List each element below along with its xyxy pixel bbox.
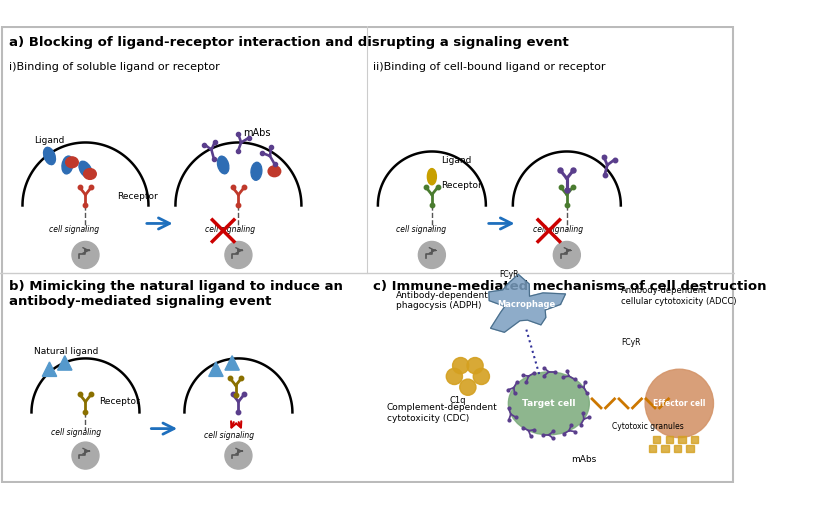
Ellipse shape bbox=[79, 161, 92, 178]
Circle shape bbox=[72, 241, 99, 268]
Bar bbox=[678, 436, 685, 443]
Circle shape bbox=[460, 379, 476, 395]
Circle shape bbox=[473, 369, 489, 384]
Circle shape bbox=[446, 369, 462, 384]
Ellipse shape bbox=[427, 168, 436, 185]
Text: Antibody-dependent
phagocysis (ADPH): Antibody-dependent phagocysis (ADPH) bbox=[396, 291, 489, 310]
Ellipse shape bbox=[62, 156, 73, 174]
Text: Antibody-dependent
cellular cytotoxicity (ADCC): Antibody-dependent cellular cytotoxicity… bbox=[621, 287, 736, 306]
Bar bbox=[649, 445, 656, 452]
Text: Cytotoxic granules: Cytotoxic granules bbox=[612, 421, 684, 431]
Text: mAbs: mAbs bbox=[243, 128, 270, 138]
Text: cell signaling: cell signaling bbox=[50, 225, 100, 235]
Text: Receptor: Receptor bbox=[441, 181, 481, 190]
Text: cell signaling: cell signaling bbox=[51, 428, 101, 437]
Bar bbox=[691, 436, 699, 443]
Ellipse shape bbox=[43, 147, 56, 164]
Circle shape bbox=[225, 442, 252, 469]
Polygon shape bbox=[225, 356, 239, 370]
Text: FCyR: FCyR bbox=[621, 338, 641, 347]
Ellipse shape bbox=[83, 168, 96, 179]
Text: Ligand: Ligand bbox=[441, 156, 471, 165]
Text: cell signaling: cell signaling bbox=[396, 225, 446, 235]
Circle shape bbox=[553, 241, 580, 268]
Ellipse shape bbox=[251, 162, 262, 180]
Text: Complement-dependent
cytotoxicity (CDC): Complement-dependent cytotoxicity (CDC) bbox=[387, 404, 498, 423]
Polygon shape bbox=[42, 362, 56, 377]
Circle shape bbox=[72, 442, 99, 469]
Text: FCyR: FCyR bbox=[499, 270, 519, 279]
Text: Ligand: Ligand bbox=[34, 136, 65, 145]
Text: cell signaling: cell signaling bbox=[204, 431, 254, 440]
Ellipse shape bbox=[268, 166, 281, 177]
Bar bbox=[654, 436, 660, 443]
Polygon shape bbox=[208, 362, 223, 377]
Text: ii)Binding of cell-bound ligand or receptor: ii)Binding of cell-bound ligand or recep… bbox=[373, 62, 606, 71]
Ellipse shape bbox=[508, 372, 589, 435]
Text: Receptor: Receptor bbox=[117, 192, 158, 201]
Circle shape bbox=[467, 357, 483, 374]
Polygon shape bbox=[57, 356, 72, 370]
Circle shape bbox=[418, 241, 445, 268]
Circle shape bbox=[645, 369, 713, 438]
Text: cell signaling: cell signaling bbox=[205, 225, 255, 235]
Text: C1q: C1q bbox=[450, 397, 467, 405]
Text: i)Binding of soluble ligand or receptor: i)Binding of soluble ligand or receptor bbox=[9, 62, 220, 71]
Text: cell signaling: cell signaling bbox=[533, 225, 583, 235]
Polygon shape bbox=[489, 274, 565, 332]
Text: Effector cell: Effector cell bbox=[653, 399, 706, 408]
Bar bbox=[686, 445, 694, 452]
Bar bbox=[661, 445, 668, 452]
Text: Macrophage: Macrophage bbox=[498, 300, 556, 309]
Ellipse shape bbox=[65, 157, 78, 167]
Bar bbox=[674, 445, 681, 452]
Text: Receptor: Receptor bbox=[99, 397, 140, 406]
Circle shape bbox=[453, 357, 469, 374]
Text: mAbs: mAbs bbox=[571, 455, 596, 464]
Bar bbox=[666, 436, 673, 443]
Ellipse shape bbox=[217, 156, 229, 174]
Text: a) Blocking of ligand-receptor interaction and disrupting a signaling event: a) Blocking of ligand-receptor interacti… bbox=[9, 36, 569, 49]
Circle shape bbox=[225, 241, 252, 268]
Text: Natural ligand: Natural ligand bbox=[34, 347, 99, 356]
Text: Target cell: Target cell bbox=[522, 399, 576, 408]
Text: b) Mimicking the natural ligand to induce an
antibody-mediated signaling event: b) Mimicking the natural ligand to induc… bbox=[9, 280, 343, 308]
Text: c) Immune-mediated mechanisms of cell destruction: c) Immune-mediated mechanisms of cell de… bbox=[373, 280, 767, 293]
